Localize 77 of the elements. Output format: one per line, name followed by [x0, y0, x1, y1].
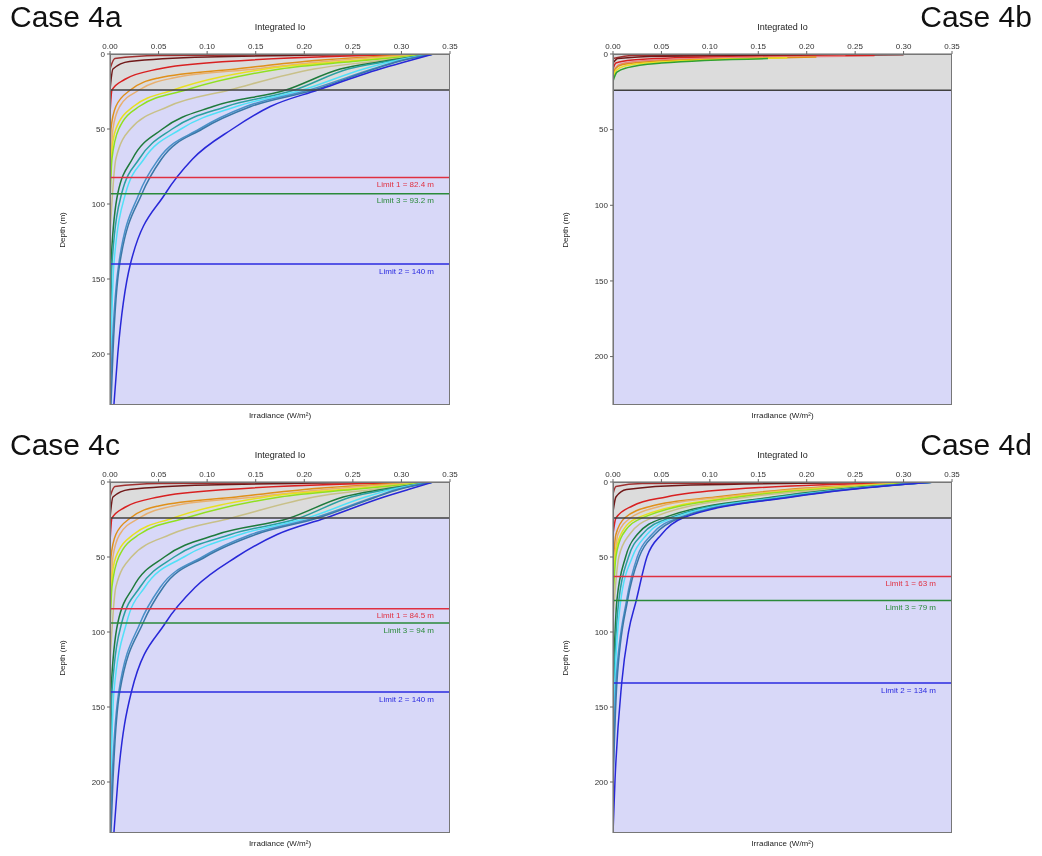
x-tick-label: 0.05 — [653, 470, 670, 479]
x-tick-label: 0.10 — [199, 470, 216, 479]
x-tick-label: 0.30 — [895, 470, 912, 479]
ref-line-label: Limit 2 = 140 m — [379, 694, 435, 704]
x-tick-label: 0.05 — [653, 42, 670, 51]
x-tick-label: 0.20 — [296, 470, 313, 479]
x-axis-title: Integrated Io — [254, 22, 306, 32]
ref-line-label: Limit 2 = 134 m — [881, 685, 937, 695]
y-tick-label: 0 — [603, 49, 609, 59]
y-tick-label: 50 — [599, 125, 609, 135]
y-tick-label: 200 — [91, 349, 106, 359]
x-axis-title: Integrated Io — [757, 22, 808, 32]
y-tick-label: 50 — [96, 124, 106, 134]
ref-line-label: Limit 1 = 84.5 m — [376, 611, 435, 621]
y-tick-label: 150 — [594, 702, 609, 712]
y-tick-label: 200 — [594, 777, 609, 787]
y-tick-label: 100 — [91, 199, 106, 209]
x-tick-label: 0.25 — [345, 42, 362, 51]
x-tick-label: 0.35 — [442, 470, 459, 479]
x-tick-label: 0.00 — [102, 42, 119, 51]
y-axis-title: Depth (m) — [560, 639, 570, 676]
y-axis-title: Depth (m) — [57, 211, 67, 248]
x-axis-title: Integrated Io — [254, 450, 306, 460]
ref-line-label: Limit 1 = 63 m — [885, 579, 937, 589]
x-tick-label: 0.25 — [345, 470, 362, 479]
x-tick-label: 0.05 — [150, 470, 167, 479]
x-tick-label: 0.00 — [605, 470, 622, 479]
x-tick-label: 0.25 — [847, 42, 864, 51]
x-tick-label: 0.10 — [702, 470, 719, 479]
x-tick-label: 0.30 — [393, 470, 410, 479]
chart-title: Case 4a — [10, 0, 122, 34]
x-tick-label: 0.15 — [247, 42, 265, 51]
x-tick-label: 0.20 — [798, 470, 816, 479]
y-tick-label: 50 — [599, 552, 609, 562]
y-axis-title: Depth (m) — [560, 211, 570, 248]
x-tick-label: 0.10 — [702, 42, 719, 51]
ref-line-label: Limit 3 = 79 m — [885, 603, 937, 613]
x-tick-label: 0.25 — [847, 470, 864, 479]
y-tick-label: 100 — [91, 627, 106, 637]
y-tick-label: 150 — [91, 702, 106, 712]
text: Irradiance (W/m²) — [247, 839, 313, 849]
x-tick-label: 0.15 — [750, 470, 767, 479]
y-tick-label: 0 — [100, 477, 106, 487]
text: Irradiance (W/m²) — [247, 411, 313, 421]
ref-line-label: Limit 3 = 93.2 m — [376, 196, 435, 206]
ref-line-label: Limit 3 = 94 m — [383, 625, 435, 635]
ref-line-label: Limit 2 = 140 m — [379, 266, 435, 276]
y-tick-label: 0 — [100, 49, 106, 59]
chart-title: Case 4d — [920, 428, 1032, 462]
x-tick-label: 0.35 — [944, 470, 961, 479]
x-tick-label: 0.10 — [199, 42, 216, 51]
y-tick-label: 50 — [96, 552, 106, 562]
x-tick-label: 0.30 — [895, 42, 912, 51]
x-tick-label: 0.35 — [442, 42, 459, 51]
text: Irradiance (W/m²) — [750, 839, 815, 849]
y-tick-label: 0 — [603, 477, 609, 487]
x-tick-label: 0.15 — [247, 470, 265, 479]
x-tick-label: 0.20 — [798, 42, 816, 51]
x-tick-label: 0.00 — [605, 42, 622, 51]
x-tick-label: 0.05 — [150, 42, 167, 51]
x-axis-title: Integrated Io — [757, 450, 808, 460]
y-tick-label: 200 — [594, 352, 609, 362]
x-tick-label: 0.35 — [944, 42, 961, 51]
y-tick-label: 150 — [91, 274, 106, 284]
chart-title: Case 4b — [920, 0, 1032, 34]
y-axis-title: Depth (m) — [57, 639, 67, 676]
chart-title: Case 4c — [10, 428, 121, 462]
y-tick-label: 150 — [594, 276, 609, 286]
y-tick-label: 100 — [594, 201, 609, 211]
y-tick-label: 100 — [594, 627, 609, 637]
text: Irradiance (W/m²) — [750, 411, 815, 421]
x-tick-label: 0.30 — [393, 42, 410, 51]
x-tick-label: 0.20 — [296, 42, 313, 51]
y-tick-label: 200 — [91, 777, 106, 787]
ref-line-label: Limit 1 = 82.4 m — [376, 180, 435, 190]
x-tick-label: 0.00 — [102, 470, 119, 479]
x-tick-label: 0.15 — [750, 42, 767, 51]
